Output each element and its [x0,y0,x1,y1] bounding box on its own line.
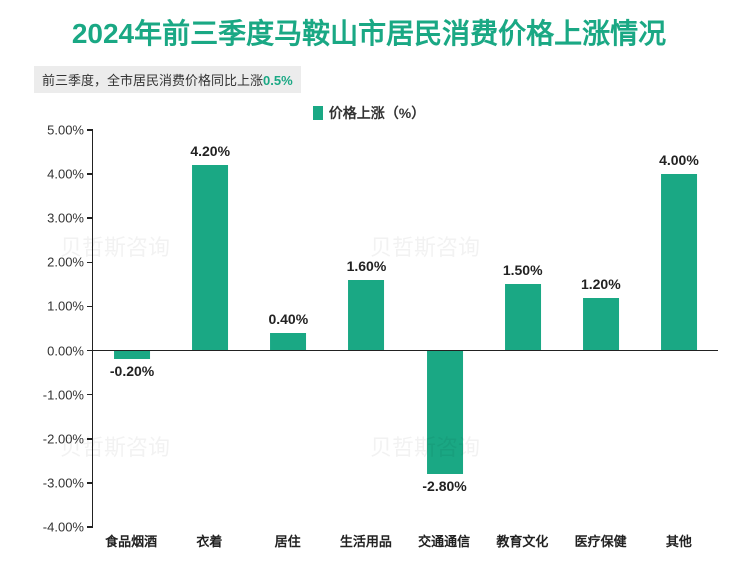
bar-slot: 4.00% [640,130,718,527]
chart-area: 5.00%4.00%3.00%2.00%1.00%0.00%-1.00%-2.0… [32,130,718,551]
bar-value-label: 0.40% [268,311,308,327]
bar-value-label: 1.20% [581,276,621,292]
bar-slot: 4.20% [171,130,249,527]
y-tick-label: -3.00% [43,475,84,490]
zero-axis-line [93,350,718,352]
x-category-label: 衣着 [170,527,248,551]
x-category-label: 生活用品 [327,527,405,551]
x-category-label: 居住 [249,527,327,551]
y-tick-label: -4.00% [43,520,84,535]
bar-slot: -2.80% [406,130,484,527]
legend: 价格上涨（%） [0,103,738,123]
y-tick-mark [87,129,93,131]
x-category-label: 教育文化 [483,527,561,551]
bar-slot: -0.20% [93,130,171,527]
bar [192,165,228,350]
y-tick-mark [87,482,93,484]
x-category-label: 其他 [640,527,718,551]
bar-value-label: 1.60% [347,258,387,274]
bar-slot: 1.60% [327,130,405,527]
y-tick-label: -2.00% [43,431,84,446]
bar-slot: 1.50% [484,130,562,527]
plot-area: -0.20% 4.20% 0.40% 1.60% -2.80% 1.50% 1.20% 4.0… [92,130,718,527]
y-tick-label: 0.00% [47,343,84,358]
bar [427,351,463,475]
bar-value-label: 4.20% [190,143,230,159]
x-category-label: 医疗保健 [562,527,640,551]
y-tick-mark [87,173,93,175]
bars-container: -0.20% 4.20% 0.40% 1.60% -2.80% 1.50% 1.20% 4.0… [93,130,718,527]
subtitle-prefix: 前三季度，全市居民消费价格同比上涨 [42,73,263,88]
bar-value-label: 1.50% [503,262,543,278]
subtitle-highlight: 0.5% [263,73,293,88]
bar [505,284,541,350]
bar-slot: 0.40% [249,130,327,527]
y-tick-label: 3.00% [47,211,84,226]
subtitle-box: 前三季度，全市居民消费价格同比上涨0.5% [34,66,301,93]
y-tick-label: 2.00% [47,255,84,270]
bar [114,351,150,360]
bar-value-label: 4.00% [659,152,699,168]
chart-title: 2024年前三季度马鞍山市居民消费价格上涨情况 [0,0,738,52]
bar-value-label: -2.80% [422,478,466,494]
legend-swatch [313,106,323,120]
x-category-label: 交通通信 [405,527,483,551]
x-axis: 食品烟酒衣着居住生活用品交通通信教育文化医疗保健其他 [92,527,718,551]
y-tick-label: 5.00% [47,123,84,138]
y-tick-label: -1.00% [43,387,84,402]
y-tick-label: 1.00% [47,299,84,314]
bar [661,174,697,350]
legend-label: 价格上涨（%） [329,105,425,121]
y-tick-mark [87,438,93,440]
bar [583,298,619,351]
y-tick-mark [87,262,93,264]
y-tick-mark [87,306,93,308]
y-axis: 5.00%4.00%3.00%2.00%1.00%0.00%-1.00%-2.0… [32,130,88,527]
y-tick-label: 4.00% [47,167,84,182]
bar-slot: 1.20% [562,130,640,527]
y-tick-mark [87,394,93,396]
bar-value-label: -0.20% [110,363,154,379]
bar [270,333,306,351]
y-tick-mark [87,217,93,219]
bar [348,280,384,351]
x-category-label: 食品烟酒 [92,527,170,551]
